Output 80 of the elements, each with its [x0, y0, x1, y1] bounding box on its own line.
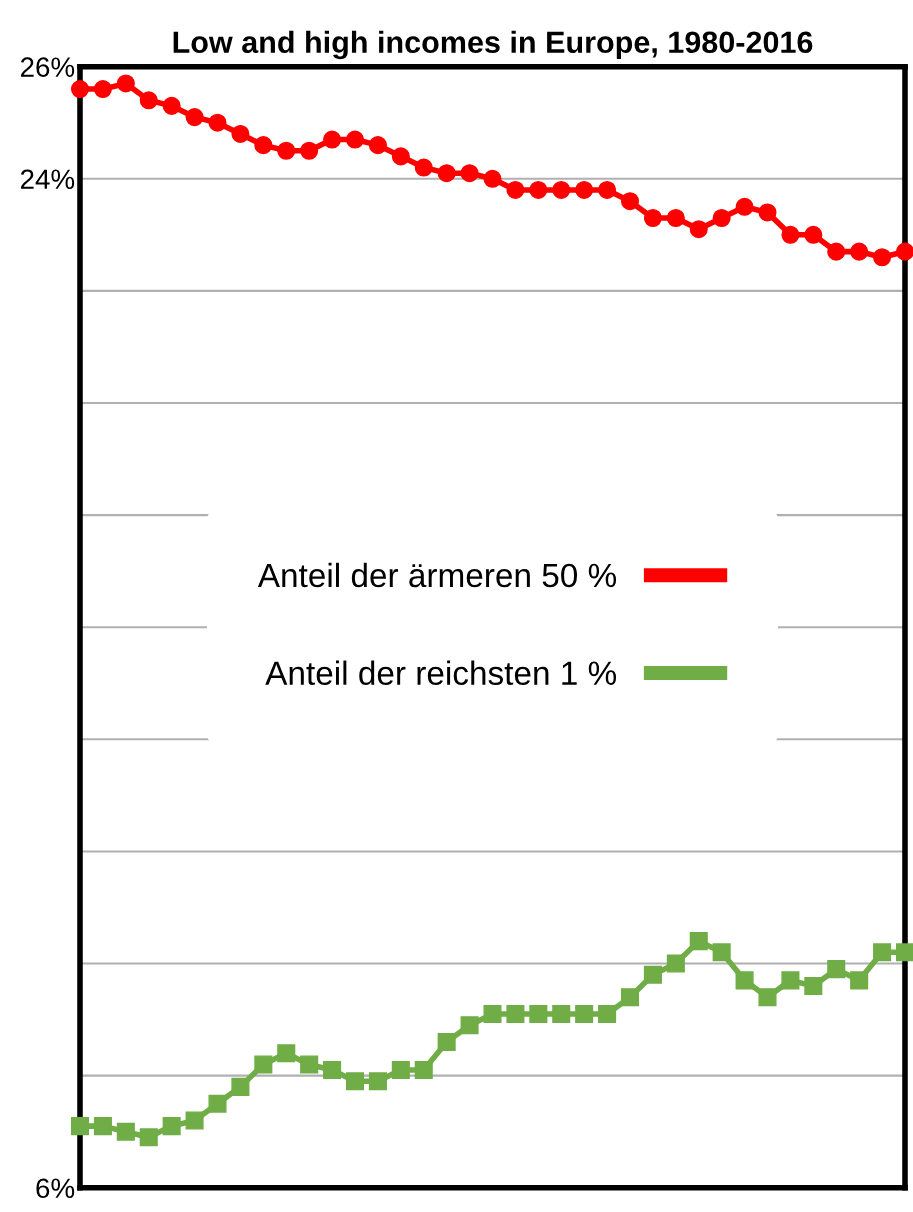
point: [414, 1061, 433, 1080]
point: [483, 1004, 502, 1024]
point: [620, 192, 640, 211]
point: [552, 180, 571, 200]
point: [575, 1004, 594, 1024]
point: [345, 1072, 365, 1091]
point: [873, 943, 892, 962]
point: [391, 1061, 410, 1080]
point: [781, 225, 800, 244]
point: [483, 169, 502, 188]
point: [873, 248, 892, 267]
point: [895, 943, 913, 962]
point: [368, 136, 387, 155]
point: [277, 141, 296, 160]
point: [804, 225, 823, 244]
point: [598, 180, 617, 200]
point: [70, 80, 90, 99]
point: [185, 108, 204, 127]
point: [139, 1128, 158, 1147]
y-tick-label: 24%: [20, 169, 75, 189]
point: [666, 208, 685, 228]
point: [231, 124, 250, 143]
point: [506, 180, 525, 200]
legend-label: Anteil der reichsten 1 %: [265, 660, 617, 686]
point: [460, 164, 479, 183]
point: [300, 141, 319, 160]
point: [506, 1004, 525, 1024]
point: [758, 988, 777, 1007]
point: [827, 960, 846, 979]
y-tick-label: 26%: [20, 57, 75, 77]
point: [391, 147, 410, 166]
point: [208, 1094, 227, 1113]
point: [827, 242, 846, 261]
point: [139, 91, 158, 110]
chart-title: Low and high incomes in Europe, 1980-2016: [173, 30, 813, 60]
point: [712, 208, 731, 228]
point: [689, 220, 708, 239]
point: [116, 74, 135, 93]
point: [620, 988, 640, 1007]
point: [116, 1122, 135, 1141]
point: [552, 1004, 571, 1024]
point: [735, 971, 754, 990]
point: [323, 1061, 342, 1080]
point: [666, 954, 685, 973]
point: [781, 971, 800, 990]
point: [735, 197, 754, 216]
point: [575, 180, 594, 200]
legend-label: Anteil der ärmeren 50 %: [257, 562, 617, 588]
point: [529, 1004, 548, 1024]
point: [850, 242, 869, 261]
point: [208, 113, 227, 132]
point: [277, 1044, 296, 1063]
point: [804, 976, 823, 995]
point: [460, 1016, 479, 1035]
point: [162, 96, 181, 115]
point: [529, 180, 548, 200]
point: [643, 965, 662, 984]
point: [185, 1111, 204, 1130]
point: [254, 136, 273, 155]
point: [162, 1117, 181, 1136]
point: [345, 130, 365, 149]
point: [758, 203, 777, 222]
point: [300, 1055, 319, 1074]
point: [93, 1117, 112, 1136]
point: [850, 971, 869, 990]
point: [712, 943, 731, 962]
point: [437, 164, 456, 183]
point: [689, 932, 708, 951]
point: [231, 1077, 250, 1096]
point: [93, 80, 112, 99]
point: [643, 208, 662, 228]
point: [368, 1072, 387, 1091]
point: [254, 1055, 273, 1074]
y-tick-label: 6%: [36, 1178, 75, 1199]
point: [437, 1032, 456, 1052]
point: [895, 242, 913, 261]
point: [70, 1117, 90, 1136]
point: [598, 1004, 617, 1024]
point: [414, 158, 433, 177]
point: [323, 130, 342, 149]
